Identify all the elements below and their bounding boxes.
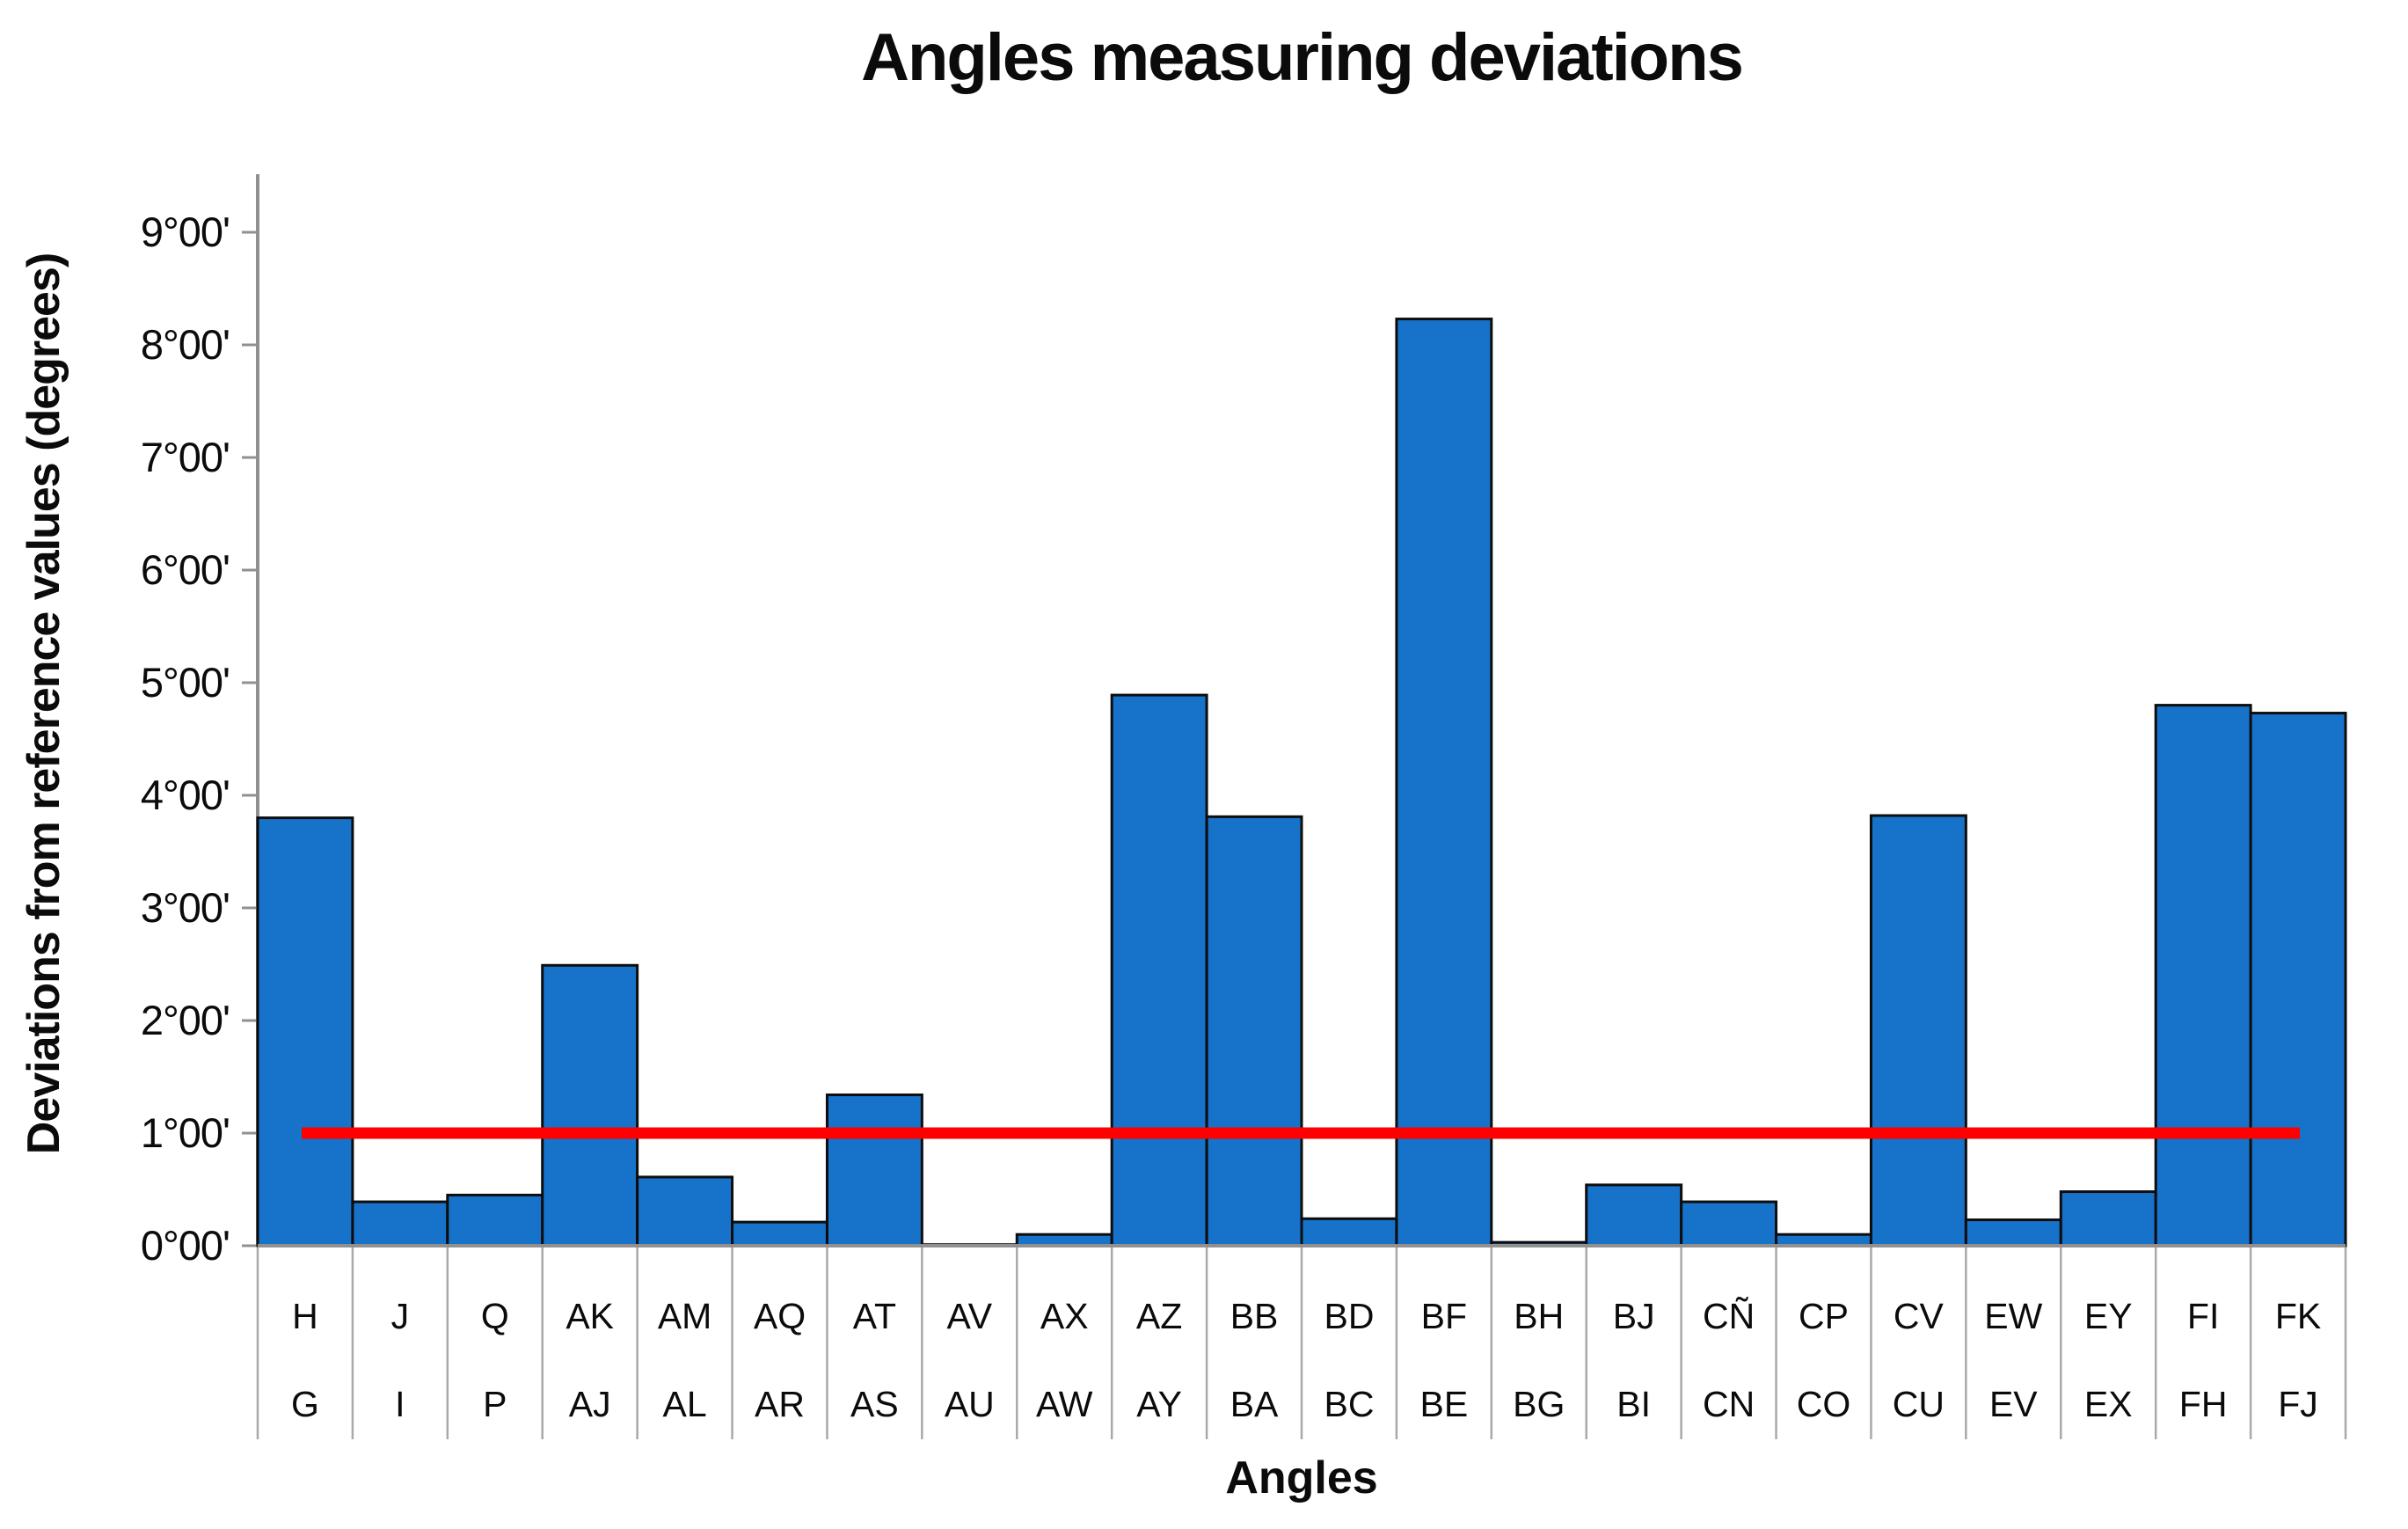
y-tick-label: 3°00' (141, 884, 230, 931)
deviation-bar (731, 1220, 828, 1247)
category-label-bottom: FJ (2278, 1384, 2318, 1424)
deviation-bar (2154, 704, 2252, 1247)
category-label-bottom: AY (1136, 1384, 1182, 1424)
category-label-top: CÑ (1703, 1296, 1755, 1336)
chart-title: Angles measuring deviations (861, 20, 1744, 95)
category-label-bottom: FH (2179, 1384, 2228, 1424)
y-tick-label: 7°00' (141, 434, 230, 480)
deviation-bar (2249, 712, 2347, 1247)
category-label-top: AX (1040, 1296, 1089, 1336)
y-tick-label: 8°00' (141, 321, 230, 368)
category-label-bottom: CN (1703, 1384, 1755, 1424)
category-label-bottom: BI (1616, 1384, 1651, 1424)
deviation-bar (1205, 815, 1303, 1247)
category-label-top: AZ (1136, 1296, 1182, 1336)
category-label-top: AK (566, 1296, 614, 1336)
y-tick-label: 2°00' (141, 997, 230, 1043)
category-label-bottom: AW (1036, 1384, 1093, 1424)
category-label-top: CP (1799, 1296, 1849, 1336)
deviation-bar (1395, 318, 1493, 1247)
deviation-bar (1680, 1200, 1778, 1247)
category-label-top: BH (1514, 1296, 1564, 1336)
category-label-top: BB (1230, 1296, 1279, 1336)
y-tick-label: 1°00' (141, 1109, 230, 1156)
category-label-top: CV (1894, 1296, 1945, 1336)
y-tick-label: 0°00' (141, 1222, 230, 1269)
category-label-bottom: G (291, 1384, 319, 1424)
category-label-top: EY (2084, 1296, 2133, 1336)
deviation-bar (1585, 1183, 1683, 1247)
category-label-bottom: BA (1230, 1384, 1279, 1424)
deviation-bar (825, 1093, 923, 1247)
category-label-top: FK (2275, 1296, 2321, 1336)
category-label-bottom: CO (1797, 1384, 1851, 1424)
category-label-bottom: AR (755, 1384, 805, 1424)
category-label-top: BD (1324, 1296, 1374, 1336)
category-label-top: J (391, 1296, 410, 1336)
deviation-bar (1110, 693, 1208, 1247)
category-label-top: FI (2187, 1296, 2219, 1336)
category-label-bottom: BG (1513, 1384, 1565, 1424)
y-tick-label: 5°00' (141, 659, 230, 706)
deviation-bar (1964, 1218, 2062, 1247)
category-label-top: H (292, 1296, 318, 1336)
category-label-bottom: I (395, 1384, 405, 1424)
category-label-bottom: BC (1324, 1384, 1374, 1424)
category-label-bottom: AS (850, 1384, 899, 1424)
category-label-top: BF (1421, 1296, 1467, 1336)
category-label-bottom: EV (1989, 1384, 2038, 1424)
deviation-bar (446, 1193, 544, 1247)
category-label-top: BJ (1613, 1296, 1655, 1336)
deviation-bar (256, 816, 354, 1247)
deviation-bar (1300, 1217, 1398, 1247)
category-label-bottom: AU (945, 1384, 995, 1424)
category-label-top: EW (1984, 1296, 2042, 1336)
deviation-bar (351, 1200, 449, 1247)
x-axis-title: Angles (1225, 1452, 1378, 1503)
deviation-bar (541, 963, 639, 1247)
y-tick-label: 4°00' (141, 772, 230, 818)
deviation-bar (636, 1175, 734, 1247)
deviation-bar (2059, 1190, 2157, 1247)
category-label-top: Q (481, 1296, 509, 1336)
category-label-top: AM (658, 1296, 712, 1336)
category-label-bottom: CU (1893, 1384, 1945, 1424)
category-label-top: AV (946, 1296, 992, 1336)
category-label-top: AT (853, 1296, 896, 1336)
category-label-bottom: P (483, 1384, 507, 1424)
y-tick-label: 9°00' (141, 208, 230, 255)
category-label-bottom: BE (1420, 1384, 1469, 1424)
category-label-top: AQ (754, 1296, 806, 1336)
deviation-bar (1869, 814, 1967, 1247)
category-label-bottom: AJ (569, 1384, 611, 1424)
category-label-bottom: EX (2084, 1384, 2133, 1424)
y-tick-label: 6°00' (141, 546, 230, 593)
category-label-bottom: AL (663, 1384, 707, 1424)
